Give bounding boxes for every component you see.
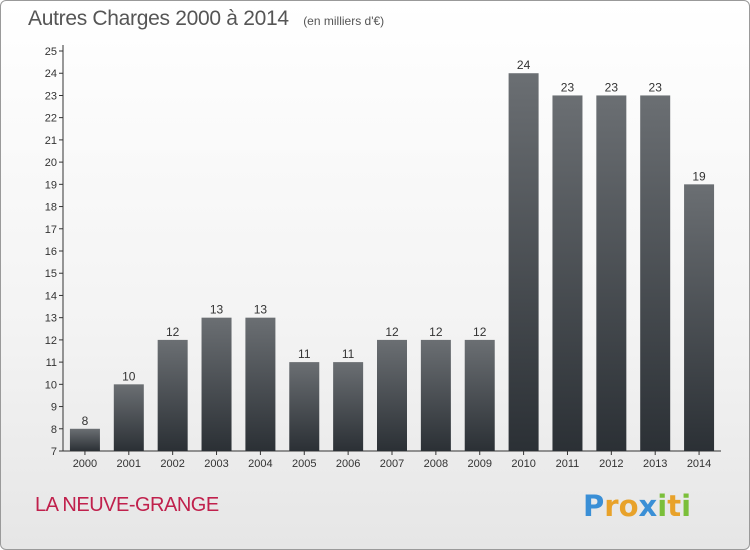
bar-value-label: 12 [473,325,487,339]
y-tick-label: 19 [45,179,57,191]
bar-value-label: 23 [605,80,619,94]
logo-letter: i [681,489,692,523]
x-tick-label: 2013 [643,458,667,470]
y-tick-label: 18 [45,202,57,214]
bar [245,317,276,451]
x-tick-label: 2006 [336,458,360,470]
bar [552,95,583,451]
bar-value-label: 19 [692,169,706,183]
logo-letter: o [618,489,639,523]
y-tick-label: 20 [45,157,57,169]
bar [69,428,100,451]
bar [420,339,451,451]
y-tick-label: 11 [46,357,57,369]
logo-letter: P [583,489,605,523]
x-tick-label: 2005 [292,458,316,470]
bar [464,339,495,451]
y-tick-label: 23 [45,90,57,102]
bar [684,184,715,452]
x-tick-label: 2007 [380,458,404,470]
bar-value-label: 12 [385,325,399,339]
y-tick-label: 10 [45,379,57,391]
proxiti-logo: Proxiti [583,489,691,523]
y-tick-label: 15 [45,268,57,280]
logo-letter: t [667,489,682,523]
bar-value-label: 23 [561,80,575,94]
bar [113,384,144,451]
place-name: LA NEUVE-GRANGE [35,494,219,516]
bar [201,317,232,451]
chart-title: Autres Charges 2000 à 2014 [28,7,289,30]
y-tick-label: 9 [51,402,57,414]
y-tick-label: 22 [45,113,57,125]
logo-letter: r [604,489,619,523]
bar-value-label: 8 [82,414,89,428]
y-tick-label: 21 [45,135,57,147]
x-tick-label: 2009 [467,458,491,470]
x-tick-label: 2003 [204,458,228,470]
x-tick-label: 2001 [117,458,141,470]
bar [157,339,188,451]
y-tick-label: 14 [45,290,57,302]
logo-letter: i [657,489,668,523]
bar-value-label: 12 [429,325,443,339]
bar [333,362,364,451]
bar [596,95,627,451]
bar-value-label: 13 [254,303,268,317]
bar [640,95,671,451]
x-tick-label: 2002 [160,458,184,470]
bar-value-label: 10 [122,369,136,383]
x-tick-label: 2010 [511,458,535,470]
x-tick-label: 2011 [556,458,580,470]
y-tick-label: 24 [45,68,57,80]
logo-letter: x [638,489,658,523]
bar [289,362,320,451]
bar-value-label: 24 [517,58,531,72]
x-tick-label: 2000 [73,458,97,470]
y-tick-label: 16 [45,246,57,258]
y-tick-label: 8 [51,424,57,436]
y-tick-label: 13 [45,313,57,325]
y-tick-label: 12 [45,335,57,347]
bar [508,73,539,451]
chart-subtitle: (en milliers d'€) [303,14,385,28]
y-tick-label: 25 [45,46,57,58]
y-tick-label: 7 [51,446,57,458]
bar-value-label: 13 [210,303,224,317]
bar-value-label: 11 [342,347,355,361]
bar-value-label: 12 [166,325,180,339]
x-tick-label: 2014 [687,458,711,470]
title-row: Autres Charges 2000 à 2014 (en milliers … [28,7,384,31]
bar-value-label: 23 [649,80,663,94]
bar [377,339,407,451]
y-tick-label: 17 [45,224,57,236]
x-tick-label: 2008 [424,458,448,470]
x-tick-label: 2004 [248,458,272,470]
x-tick-label: 2012 [599,458,623,470]
bar-value-label: 11 [298,347,311,361]
